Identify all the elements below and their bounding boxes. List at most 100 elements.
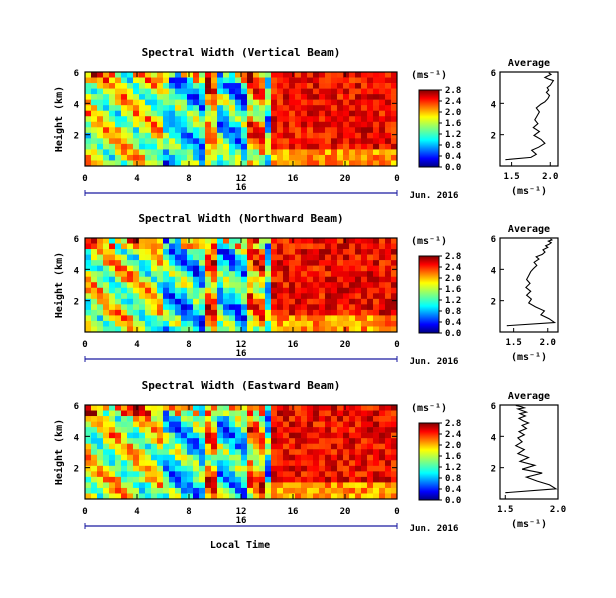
heatmap-cell [361,487,368,494]
heatmap-cell [331,471,338,478]
heatmap-cell [361,276,368,283]
heatmap-cell [223,260,230,266]
heatmap-cell [337,427,344,433]
heatmap-cell [97,138,104,145]
heatmap-cell [211,482,218,489]
heatmap-cell [235,77,242,84]
heatmap-cell [211,471,218,478]
heatmap-cell [307,315,314,322]
heatmap-cell [313,116,320,123]
heatmap-cell [121,127,128,134]
heatmap-cell [115,160,122,167]
heatmap-cell [391,304,398,311]
heatmap-cell [259,326,266,333]
heatmap-cell [247,326,254,333]
heatmap-cell [205,410,212,417]
x-tick-label: 8 [186,340,191,350]
heatmap-cell [259,271,266,278]
heatmap-cell [355,416,362,422]
x-tick-label: 0 [82,340,87,350]
heatmap-cell [217,72,224,78]
heatmap-cell [361,443,368,450]
heatmap-cell [133,127,140,134]
heatmap-cell [139,298,146,305]
heatmap-cell [109,254,116,261]
heatmap-cell [163,254,170,261]
heatmap-cell [133,121,140,128]
heatmap-cell [139,160,146,167]
heatmap-cell [151,138,158,145]
heatmap-cell [169,282,176,289]
heatmap-cell [163,460,170,467]
heatmap-cell [223,238,230,244]
heatmap-cell [97,116,104,123]
heatmap-cell [271,471,278,478]
heatmap-cell [355,154,362,161]
heatmap-cell [271,110,278,117]
x-tick-label: 12 [236,507,247,517]
heatmap-cell [313,254,320,261]
heatmap-cell [313,298,320,305]
heatmap-cell [301,320,308,327]
heatmap-cell [391,315,398,322]
heatmap-cell [391,249,398,255]
heatmap-cell [235,132,242,139]
heatmap-cell [265,416,272,422]
heatmap-cell [271,493,278,500]
heatmap-cell [235,138,242,145]
heatmap-cell [271,249,278,255]
heatmap-cell [127,309,134,316]
heatmap-cell [175,465,182,472]
heatmap-cell [121,276,128,283]
heatmap-cell [121,421,128,428]
heatmap-cell [253,265,260,272]
heatmap-cell [283,476,290,483]
heatmap-cell [133,427,140,433]
heatmap-cell [169,160,176,167]
heatmap-cell [151,449,158,456]
heatmap-cell [223,416,230,422]
heatmap-cell [109,454,116,461]
heatmap-cell [205,416,212,422]
x-tick-label: 20 [340,340,351,350]
heatmap-cell [145,304,152,311]
heatmap-cell [355,121,362,128]
heatmap-cell [97,105,104,112]
heatmap-cell [187,110,194,117]
heatmap-cell [103,460,110,467]
heatmap-cell [343,405,350,411]
heatmap [85,238,398,333]
heatmap-cell [145,432,152,439]
heatmap-cell [379,132,386,139]
heatmap-cell [151,476,158,483]
heatmap-cell [139,94,146,100]
heatmap-cell [205,443,212,450]
heatmap-cell [307,432,314,439]
heatmap-cell [355,438,362,445]
heatmap-cell [277,99,284,106]
heatmap-cell [193,460,200,467]
heatmap-cell [367,476,374,483]
heatmap-cell [133,287,140,294]
heatmap-cell [205,482,212,489]
heatmap-cell [223,309,230,316]
heatmap-cell [283,482,290,489]
colorbar-tick-label: 1.6 [445,285,461,295]
heatmap-cell [217,238,224,244]
heatmap-cell [379,438,386,445]
heatmap-cell [115,293,122,300]
heatmap-cell [391,254,398,261]
heatmap-cell [211,121,218,128]
heatmap-cell [151,443,158,450]
heatmap-cell [115,243,122,250]
heatmap-cell [277,287,284,294]
heatmap-cell [181,99,188,106]
heatmap-cell [133,88,140,95]
heatmap-cell [301,304,308,311]
heatmap-cell [325,326,332,333]
heatmap-cell [259,99,266,106]
date-marker: 16 [236,516,247,526]
heatmap-cell [259,476,266,483]
heatmap-cell [361,143,368,150]
heatmap-cell [367,254,374,261]
